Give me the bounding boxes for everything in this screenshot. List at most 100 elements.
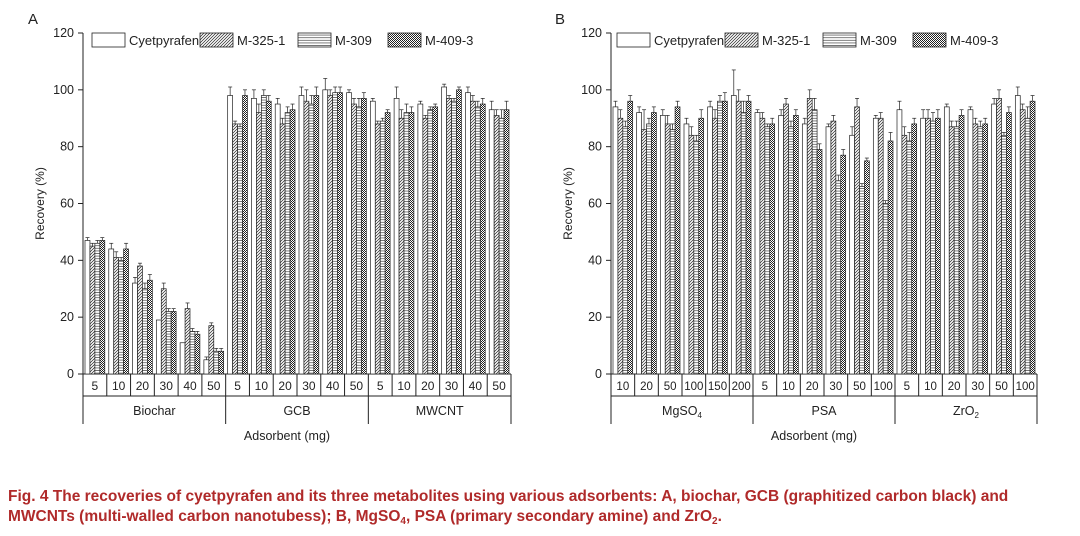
chart-panel-a: A 0 20 40 60 80 100 120 Recovery (%) 5 10 20 30 40 50 B… (28, 11, 512, 443)
bar-m-309 (403, 112, 410, 375)
bar-m-309 (835, 180, 842, 375)
legend-label: Cyetpyrafen (654, 33, 724, 48)
bar-m-325-1 (830, 120, 837, 375)
y-tick-label: 40 (60, 253, 74, 267)
x-dose-label: 30 (302, 379, 316, 393)
bar-cyetpyrafen (155, 319, 162, 375)
caption-text: Fig. 4 The recoveries of cyetpyrafen and… (8, 488, 1009, 525)
bar-m-409-3 (982, 123, 989, 375)
panel-label: B (555, 11, 565, 28)
bar-m-409-3 (99, 240, 106, 375)
bar-m-309 (213, 350, 220, 375)
bar-cyetpyrafen (967, 109, 974, 375)
bar-m-325-1 (446, 98, 452, 375)
bar-m-325-1 (783, 103, 789, 375)
y-tick-label: 20 (60, 310, 74, 324)
bar-cyetpyrafen (707, 106, 713, 375)
bar-m-325-1 (113, 257, 120, 375)
bar-m-409-3 (408, 112, 415, 375)
y-tick-label: 0 (67, 367, 74, 381)
x-group-label: GCB (283, 404, 310, 418)
x-dose-label: 20 (640, 381, 653, 393)
x-dose-label: 10 (255, 379, 269, 393)
bar-cyetpyrafen (179, 342, 186, 375)
bar-m-409-3 (935, 117, 941, 375)
bar-m-409-3 (218, 350, 225, 375)
x-dose-label: 20 (948, 381, 961, 393)
bar-m-325-1 (279, 123, 286, 375)
bar-cyetpyrafen (920, 117, 926, 375)
bar-m-325-1 (422, 117, 429, 375)
x-group-name: ZrO (953, 404, 975, 418)
legend-swatch-m-309 (297, 32, 332, 48)
x-group-name: MgSO (662, 404, 698, 418)
bar-m-325-1 (89, 245, 96, 375)
bar-cyetpyrafen (322, 89, 329, 375)
bar-m-309 (474, 106, 481, 375)
bar-cyetpyrafen (872, 117, 879, 375)
x-dose-label: 5 (762, 381, 768, 393)
chart-panel-b: B 0 20 40 60 80 100 120 Recovery (%) 10 20 50 100 150… (555, 11, 1038, 443)
bar-m-309 (882, 203, 889, 375)
y-axis-label: Recovery (%) (561, 167, 575, 240)
bar-m-409-3 (384, 112, 391, 375)
bar-m-309 (308, 103, 315, 375)
bar-m-325-1 (398, 117, 405, 375)
bar-cyetpyrafen (991, 103, 997, 375)
bar-m-325-1 (208, 325, 215, 375)
y-tick-label: 40 (588, 253, 602, 267)
bar-m-309 (906, 140, 913, 375)
x-group-label: Biochar (133, 404, 175, 418)
x-group-name-subscript: 2 (975, 411, 980, 420)
bar-m-309 (142, 288, 148, 375)
bar-m-309 (622, 126, 629, 375)
x-dose-label: 10 (924, 381, 937, 393)
x-dose-label: 5 (377, 379, 384, 393)
bar-cyetpyrafen (943, 106, 950, 375)
x-dose-label: 30 (160, 379, 174, 393)
bar-m-309 (859, 186, 865, 375)
bar-m-325-1 (806, 98, 813, 375)
bar-m-409-3 (958, 115, 965, 375)
bar-m-325-1 (877, 117, 884, 375)
bar-m-325-1 (303, 100, 310, 375)
bar-m-309 (811, 109, 818, 375)
y-tick-label: 120 (581, 26, 602, 40)
x-dose-label: 20 (136, 379, 150, 393)
bar-m-325-1 (854, 106, 860, 375)
bar-m-309 (930, 120, 936, 375)
bar-m-309 (646, 123, 652, 375)
bar-m-409-3 (123, 248, 129, 375)
bar-m-409-3 (698, 117, 705, 375)
legend-swatch-m-409-3 (912, 32, 947, 48)
bar-cyetpyrafen (132, 282, 138, 375)
bar-m-409-3 (194, 333, 201, 375)
bar-m-409-3 (911, 123, 918, 375)
bar-m-325-1 (972, 123, 979, 375)
bar-m-309 (118, 259, 124, 375)
x-group-label: ZrO2 (953, 404, 980, 420)
bar-cyetpyrafen (825, 126, 832, 375)
bar-cyetpyrafen (203, 359, 210, 375)
bar-m-409-3 (456, 89, 462, 375)
x-group-name: PSA (811, 404, 837, 418)
bar-m-309 (764, 126, 771, 375)
x-dose-label: 5 (904, 381, 910, 393)
bar-cyetpyrafen (754, 112, 761, 375)
y-tick-label: 60 (588, 197, 602, 211)
bar-m-325-1 (470, 100, 476, 375)
bar-m-409-3 (503, 109, 510, 375)
x-dose-label: 100 (874, 381, 893, 393)
bar-cyetpyrafen (636, 112, 642, 375)
bar-m-325-1 (641, 129, 647, 375)
x-dose-label: 10 (112, 379, 126, 393)
bar-cyetpyrafen (417, 103, 424, 375)
bar-m-309 (717, 100, 723, 375)
bar-cyetpyrafen (274, 103, 281, 375)
x-dose-label: 10 (397, 379, 411, 393)
x-dose-label: 20 (421, 379, 435, 393)
bar-m-325-1 (351, 103, 357, 375)
bar-m-309 (94, 242, 101, 375)
bar-m-309 (379, 120, 386, 375)
x-dose-label: 10 (782, 381, 795, 393)
